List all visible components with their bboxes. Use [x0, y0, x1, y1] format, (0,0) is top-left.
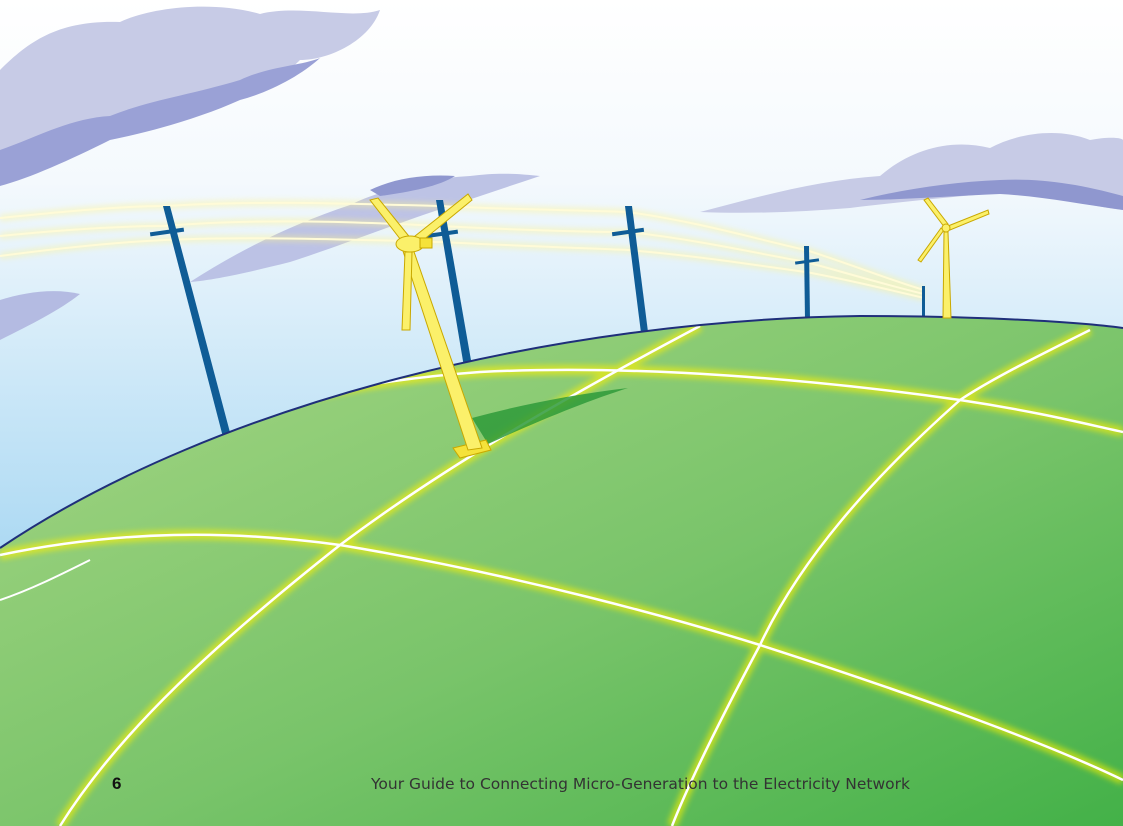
page-number: 6	[112, 774, 122, 793]
cloud-middle	[190, 173, 540, 282]
pole-4	[804, 246, 810, 320]
wind-turbine-near	[369, 193, 492, 459]
pole-5	[922, 286, 925, 318]
wind-turbine-far	[917, 197, 990, 319]
globe-outline	[0, 314, 1123, 549]
turbine-shadow	[472, 388, 628, 444]
cloud-left	[0, 6, 380, 340]
cloud-right	[700, 133, 1123, 213]
pole-1	[163, 206, 232, 441]
globe	[0, 314, 1123, 826]
footer-title: Your Guide to Connecting Micro-Generatio…	[371, 775, 910, 793]
pole-3	[625, 206, 648, 333]
pole-2	[436, 200, 472, 367]
utility-poles	[149, 200, 925, 441]
